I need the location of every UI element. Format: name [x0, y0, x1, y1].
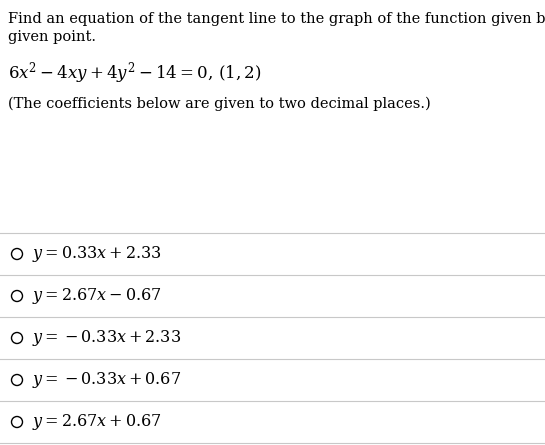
Text: $6x^2-4xy+4y^2-14=0,\,(1,2)$: $6x^2-4xy+4y^2-14=0,\,(1,2)$	[8, 60, 262, 86]
Text: (The coefficients below are given to two decimal places.): (The coefficients below are given to two…	[8, 97, 431, 111]
Text: $y = 2.67x+0.67$: $y = 2.67x+0.67$	[32, 412, 162, 432]
Text: Find an equation of the tangent line to the graph of the function given below at: Find an equation of the tangent line to …	[8, 12, 545, 26]
Text: $y = -0.33x+2.33$: $y = -0.33x+2.33$	[32, 328, 181, 348]
Text: given point.: given point.	[8, 30, 96, 44]
Text: $y = 2.67x-0.67$: $y = 2.67x-0.67$	[32, 286, 162, 306]
Text: $y = -0.33x+0.67$: $y = -0.33x+0.67$	[32, 370, 181, 390]
Text: $y = 0.33x+2.33$: $y = 0.33x+2.33$	[32, 244, 162, 264]
